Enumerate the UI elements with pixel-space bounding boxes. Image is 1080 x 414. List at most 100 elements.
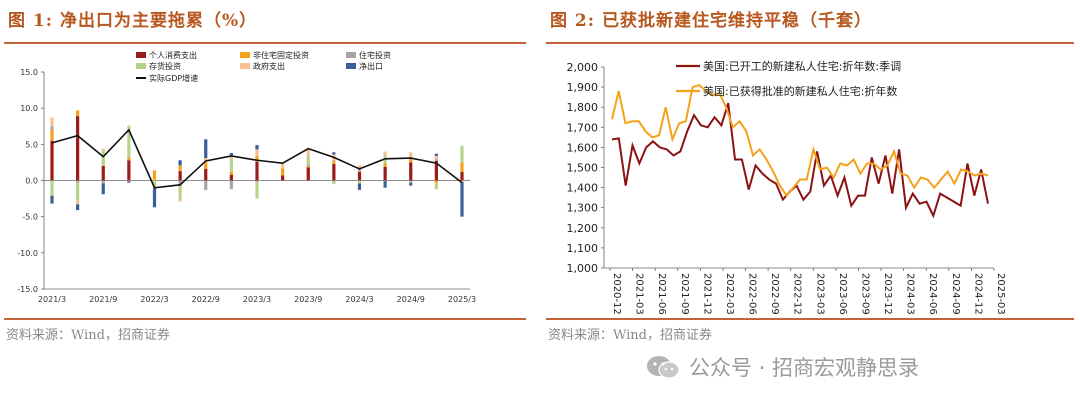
legend-label: 存货投资 bbox=[149, 61, 181, 71]
bar-segment bbox=[50, 129, 54, 141]
left-x-tick-label: 2022/9 bbox=[192, 295, 220, 304]
bar-segment bbox=[357, 180, 362, 184]
left-x-tick-label: 2023/3 bbox=[243, 295, 271, 304]
left-y-tick-label: 5.0 bbox=[25, 140, 38, 149]
bar-segment bbox=[229, 180, 233, 190]
legend-label: 个人消费支出 bbox=[149, 50, 197, 60]
bar-segment bbox=[409, 152, 413, 159]
bar-segment bbox=[178, 171, 182, 181]
legend-label: 美国:已获得批准的新建私人住宅:折年数 bbox=[703, 84, 897, 98]
right-x-tick-label: 2023-03 bbox=[814, 273, 825, 315]
right-x-tick-label: 2024-06 bbox=[927, 273, 938, 315]
bar-segment bbox=[50, 140, 54, 181]
gdp-growth-line bbox=[51, 128, 463, 189]
bar-segment bbox=[434, 180, 438, 183]
bar-segment bbox=[178, 199, 182, 202]
right-y-tick-label: 1,300 bbox=[567, 202, 599, 215]
right-x-tick-label: 2022-03 bbox=[724, 273, 735, 315]
bar-segment bbox=[306, 155, 310, 165]
right-x-tick-label: 2024-09 bbox=[950, 273, 961, 315]
bar-segment bbox=[76, 204, 80, 211]
left-y-tick-label: 0.0 bbox=[25, 177, 38, 186]
bar-segment bbox=[460, 171, 464, 181]
right-x-tick-label: 2022-09 bbox=[769, 273, 780, 315]
bar-segment bbox=[306, 164, 310, 167]
right-x-tick-label: 2024-03 bbox=[905, 273, 916, 315]
left-x-tick-label: 2024/3 bbox=[345, 295, 373, 304]
bar-segment bbox=[204, 168, 208, 181]
bar-segment bbox=[152, 170, 157, 181]
left-title-rule bbox=[4, 42, 526, 44]
right-y-tick-label: 1,200 bbox=[567, 222, 599, 235]
bar-segment bbox=[332, 180, 336, 185]
right-x-tick-label: 2024-12 bbox=[972, 273, 983, 315]
bar-segment bbox=[357, 171, 362, 172]
bar-segment bbox=[434, 155, 438, 160]
left-bottom-rule bbox=[4, 318, 526, 320]
right-y-tick-label: 1,000 bbox=[567, 262, 599, 275]
right-bottom-rule bbox=[546, 318, 1074, 320]
legend-swatch bbox=[136, 63, 146, 69]
bar-segment bbox=[460, 162, 464, 172]
watermark-text: 公众号 · 招商宏观静思录 bbox=[689, 356, 920, 380]
legend-swatch bbox=[136, 52, 146, 58]
right-figure-title: 图 2: 已获批新建住宅维持平稳（千套） bbox=[550, 11, 872, 31]
bar-segment bbox=[178, 186, 182, 200]
right-x-tick-label: 2022-06 bbox=[747, 273, 758, 315]
bar-segment bbox=[255, 149, 259, 156]
bar-segment bbox=[101, 150, 105, 166]
bar-segment bbox=[229, 174, 233, 181]
left-y-tick-label: -5.0 bbox=[22, 213, 38, 222]
legend-label: 净出口 bbox=[359, 61, 383, 71]
bar-segment bbox=[409, 158, 413, 163]
bar-segment bbox=[409, 180, 413, 182]
right-y-tick-label: 1,900 bbox=[567, 81, 599, 94]
bar-segment bbox=[178, 165, 182, 172]
building-permits-line bbox=[611, 83, 989, 198]
left-y-tick-label: 10.0 bbox=[20, 104, 38, 113]
bar-segment bbox=[50, 195, 54, 204]
left-y-tick-label: -10.0 bbox=[17, 249, 38, 258]
right-x-tick-label: 2025-03 bbox=[995, 273, 1006, 315]
bar-segment bbox=[306, 167, 310, 181]
left-y-tick-label: 15.0 bbox=[20, 68, 38, 77]
bar-segment bbox=[255, 155, 259, 162]
bar-segment bbox=[255, 180, 259, 182]
bar-segment bbox=[229, 153, 233, 156]
bar-segment bbox=[76, 180, 80, 183]
bar-segment bbox=[409, 181, 413, 183]
right-line-chart: 2,000 1,900 1,800 1,700 1,600 1,500 1,400 1,300… bbox=[567, 59, 1007, 315]
bar-segment bbox=[383, 181, 387, 188]
right-x-tick-label: 2023-09 bbox=[859, 273, 870, 315]
bar-segment bbox=[409, 182, 413, 186]
right-y-tick-label: 1,400 bbox=[567, 182, 599, 195]
bar-segment bbox=[383, 166, 387, 181]
bar-segment bbox=[383, 180, 387, 182]
left-x-tick-label: 2025/3 bbox=[448, 295, 476, 304]
bar-segment bbox=[229, 171, 233, 175]
right-x-tick-label: 2023-12 bbox=[882, 273, 893, 315]
bar-segment bbox=[152, 180, 157, 186]
legend-swatch bbox=[240, 52, 250, 58]
bar-segment bbox=[127, 156, 131, 158]
bar-segment bbox=[255, 161, 259, 181]
bar-segment bbox=[460, 180, 464, 182]
bar-segment bbox=[101, 166, 105, 181]
bar-segment bbox=[178, 180, 182, 187]
bar-segment bbox=[255, 181, 259, 199]
left-x-tick-label: 2024/9 bbox=[397, 295, 425, 304]
bar-segment bbox=[50, 117, 54, 127]
right-x-tick-label: 2023-06 bbox=[837, 273, 848, 315]
bar-segment bbox=[434, 182, 438, 190]
bar-segment bbox=[332, 160, 336, 161]
left-x-tick-label: 2022/3 bbox=[140, 295, 168, 304]
bar-segment bbox=[357, 183, 362, 190]
left-figure-title: 图 1: 净出口为主要拖累（%） bbox=[8, 11, 258, 31]
legend-swatch bbox=[240, 63, 250, 69]
bar-segment bbox=[357, 171, 362, 181]
bar-segment bbox=[76, 182, 80, 201]
bar-segment bbox=[383, 163, 387, 167]
legend-label: 政府支出 bbox=[253, 61, 285, 71]
right-y-tick-label: 1,700 bbox=[567, 121, 599, 134]
